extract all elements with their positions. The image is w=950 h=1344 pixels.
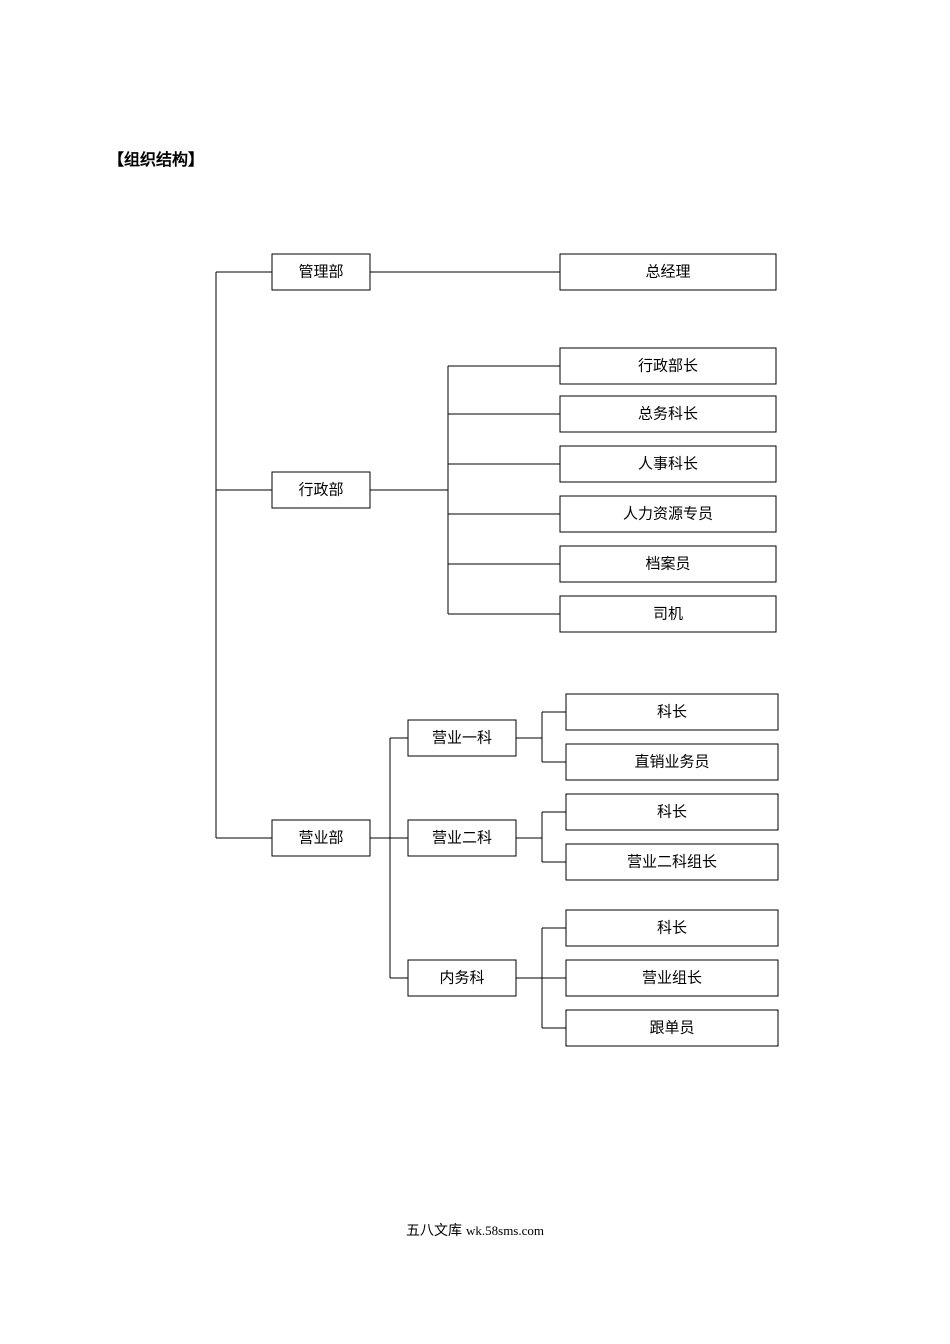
footer: 五八文库 wk.58sms.com: [0, 1220, 950, 1240]
org-node-label: 行政部: [298, 481, 343, 498]
org-node-label: 跟单员: [649, 1019, 694, 1036]
org-node-label: 人力资源专员: [623, 505, 713, 522]
org-node-s3_clerk: 跟单员: [566, 1010, 778, 1046]
org-node-s1_rep: 直销业务员: [566, 744, 778, 780]
org-node-hr_spec: 人力资源专员: [560, 496, 776, 532]
org-node-label: 人事科长: [638, 455, 698, 472]
org-node-s2: 营业二科: [408, 820, 516, 856]
org-node-label: 营业一科: [432, 729, 492, 746]
org-node-label: 管理部: [298, 263, 343, 280]
org-node-label: 档案员: [645, 554, 690, 572]
org-node-s3: 内务科: [408, 960, 516, 996]
org-node-label: 营业组长: [642, 969, 702, 986]
org-node-label: 司机: [653, 605, 683, 622]
org-chart: 管理部 总经理行政部 行政部长总务科长人事科长人力资源专员档案员司机营业部 营业一科营…: [0, 0, 950, 1344]
org-node-gm: 总经理: [560, 254, 776, 290]
org-node-label: 营业二科组长: [627, 853, 717, 870]
org-node-mgmt: 管理部: [272, 254, 370, 290]
org-node-s2_head: 科长: [566, 794, 778, 830]
org-node-label: 营业二科: [432, 829, 492, 846]
org-node-s2_lead: 营业二科组长: [566, 844, 778, 880]
org-node-s1_head: 科长: [566, 694, 778, 730]
org-node-label: 总经理: [645, 263, 690, 280]
org-node-label: 总务科长: [638, 405, 698, 422]
org-node-label: 营业部: [298, 829, 343, 846]
org-node-admin: 行政部: [272, 472, 370, 508]
page: 【组织结构】 管理部总经理行政部行政部长总务科长人事科长人力资源专员档案员司机营…: [0, 0, 950, 1344]
org-node-gen_sec: 总务科长: [560, 396, 776, 432]
org-node-label: 内务科: [439, 969, 484, 986]
footer-brand: 五八文库: [406, 1224, 462, 1239]
org-node-driver: 司机: [560, 596, 776, 632]
org-node-label: 行政部长: [638, 357, 698, 374]
org-node-label: 科长: [657, 703, 687, 720]
org-node-label: 科长: [657, 803, 687, 820]
org-node-s3_lead: 营业组长: [566, 960, 778, 996]
org-node-label: 直销业务员: [634, 753, 709, 770]
org-node-label: 科长: [657, 919, 687, 936]
org-node-s1: 营业一科: [408, 720, 516, 756]
org-node-hr_sec: 人事科长: [560, 446, 776, 482]
org-node-sales: 营业部: [272, 820, 370, 856]
footer-url: wk.58sms.com: [466, 1223, 544, 1238]
org-node-archivist: 档案员: [560, 546, 776, 582]
org-node-s3_head: 科长: [566, 910, 778, 946]
org-node-adm_head: 行政部长: [560, 348, 776, 384]
